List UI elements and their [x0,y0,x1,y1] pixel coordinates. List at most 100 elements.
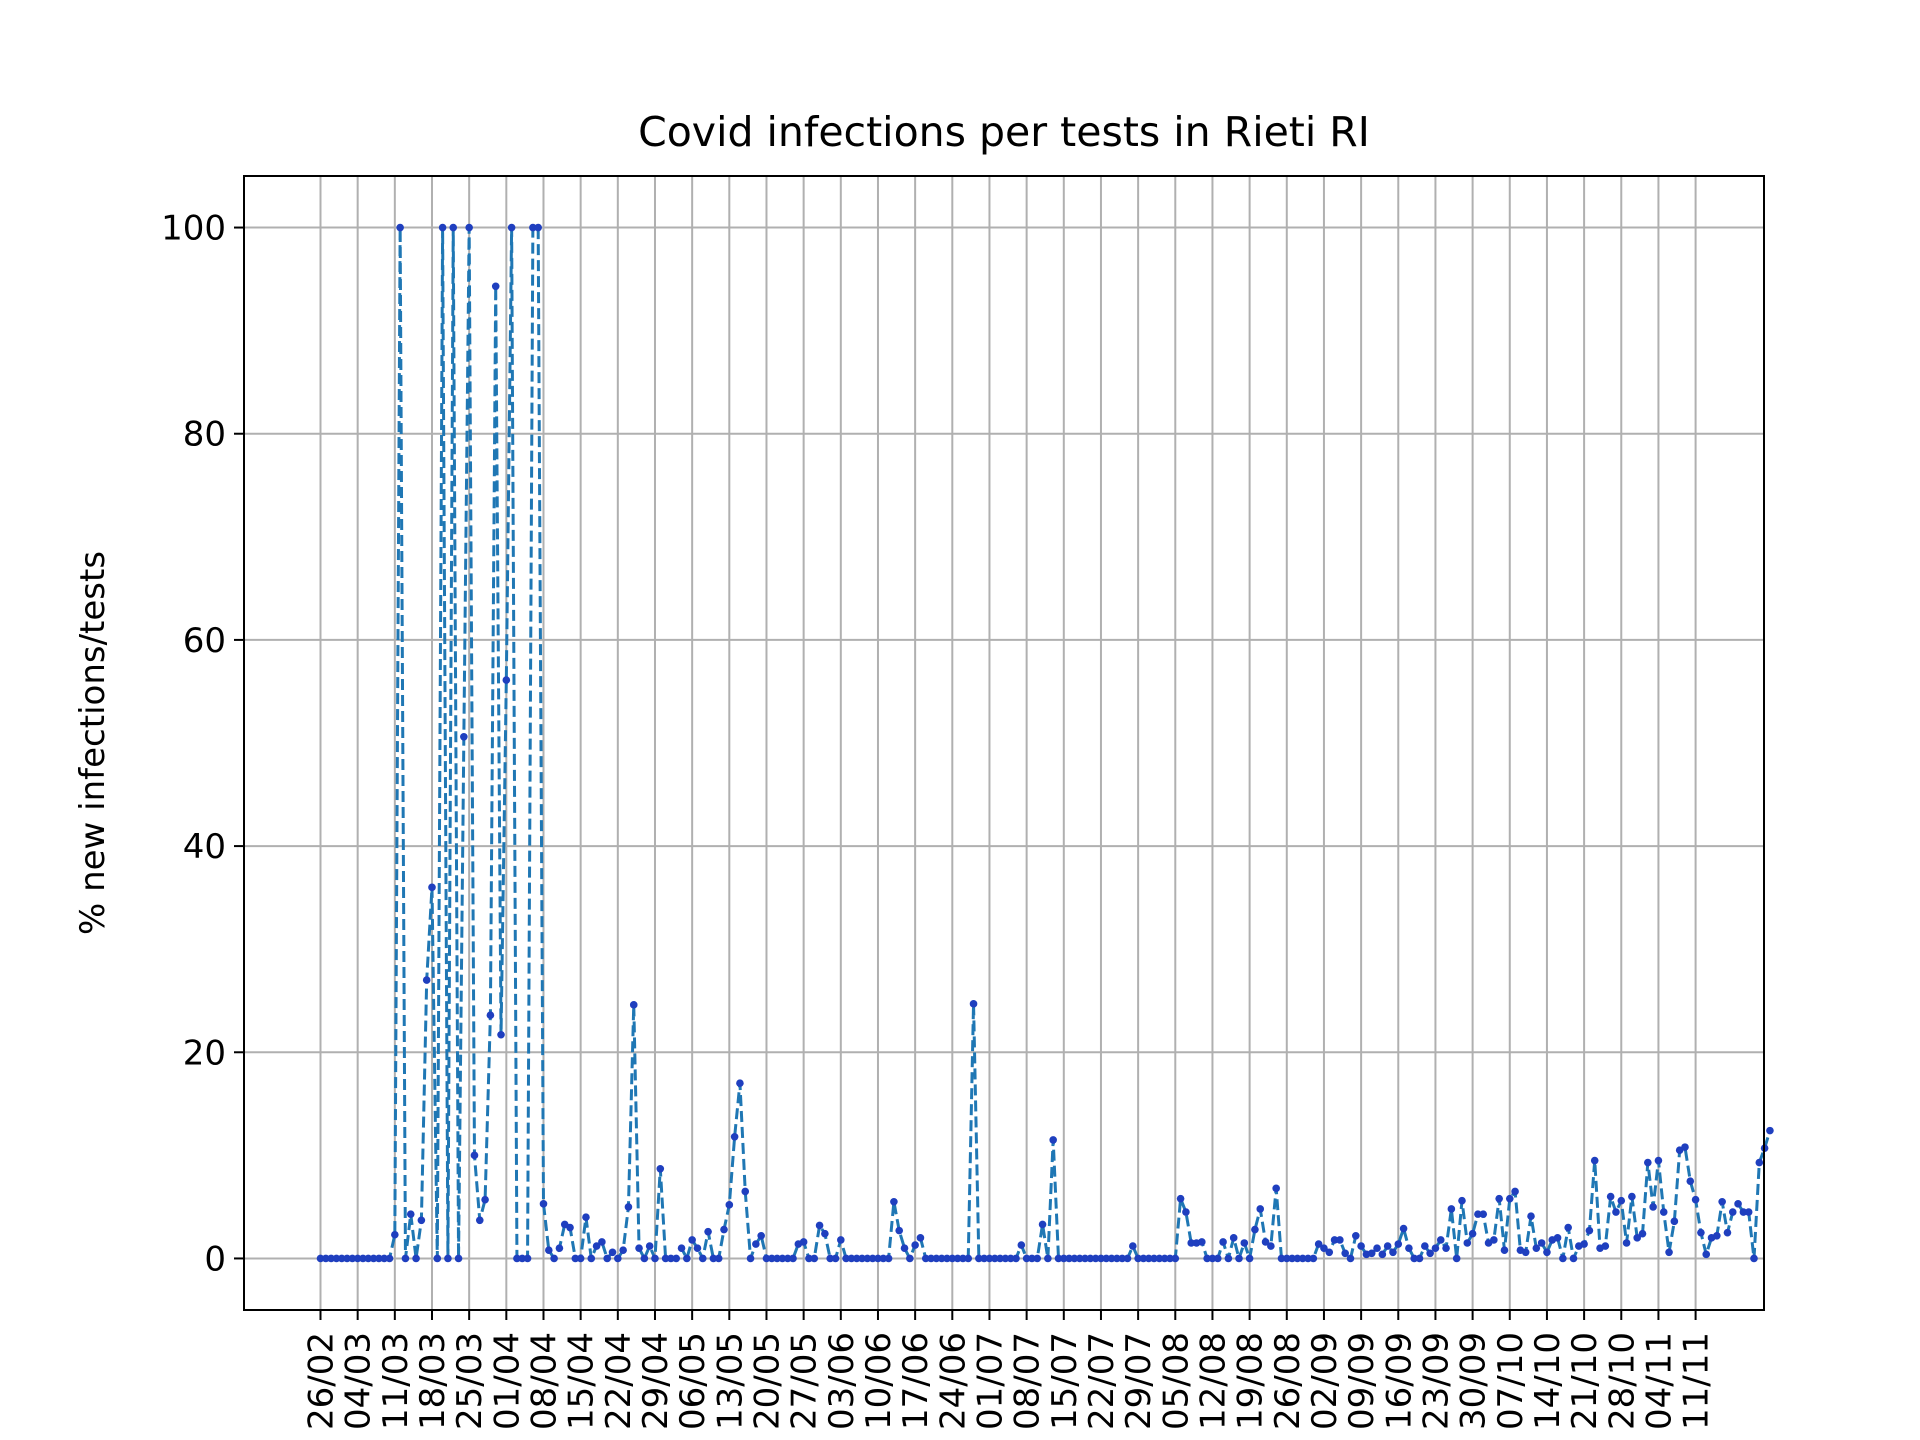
y-tick-label: 20 [183,1033,226,1073]
data-point [906,1254,914,1263]
x-tick-label: 15/07 [1045,1332,1085,1430]
data-point [704,1227,712,1236]
data-point [1166,1254,1174,1263]
data-point [1022,1254,1031,1263]
data-point [953,1254,962,1263]
data-point [1240,1239,1249,1247]
data-point [1330,1236,1339,1244]
data-point [428,883,436,892]
data-point [884,1254,893,1263]
data-point [1378,1250,1387,1259]
data-point [1267,1242,1275,1250]
data-point [1511,1187,1519,1196]
data-point [1341,1249,1349,1258]
data-point [1336,1236,1344,1244]
data-point [821,1229,829,1238]
data-point [1521,1248,1530,1257]
data-point [1505,1194,1514,1203]
data-point [890,1197,898,1206]
data-point [343,1254,351,1263]
data-point [1298,1254,1307,1263]
data-point [1224,1254,1233,1263]
data-point [767,1254,776,1263]
data-point [1713,1231,1721,1240]
data-point [359,1254,367,1263]
data-point [672,1254,681,1263]
data-point [969,1000,978,1008]
data-point [1426,1249,1434,1258]
x-tick-label: 22/04 [599,1332,639,1430]
data-point [1097,1254,1105,1263]
data-point [1431,1244,1440,1252]
data-point [683,1254,691,1263]
data-point [826,1254,834,1263]
data-point [1277,1254,1286,1263]
data-point [1033,1254,1042,1263]
data-point [1415,1254,1424,1263]
data-point [513,1254,521,1263]
data-point [1442,1244,1450,1252]
x-tick-label: 28/10 [1602,1332,1642,1430]
data-point [916,1234,925,1242]
data-point [815,1221,824,1230]
data-point [1213,1254,1222,1263]
data-point [322,1254,330,1263]
data-point [486,1011,495,1019]
data-point [1187,1239,1196,1247]
data-point [1282,1254,1291,1263]
data-point [316,1254,325,1263]
x-tick-label: 01/04 [487,1332,527,1430]
data-point [1054,1254,1063,1263]
series-layer [316,223,1774,1263]
x-tick-label: 15/04 [562,1332,602,1430]
data-point [364,1254,373,1263]
data-point [667,1254,675,1263]
data-point [523,1254,532,1263]
data-point [1691,1195,1700,1204]
data-point [736,1079,744,1087]
data-point [1235,1254,1243,1263]
data-point [852,1254,861,1263]
data-point [1065,1254,1073,1263]
data-point [985,1254,994,1263]
data-point [619,1246,627,1255]
data-point [1075,1254,1084,1263]
data-point [507,223,516,232]
data-point [1160,1254,1169,1263]
data-point [1702,1250,1711,1259]
data-point [1176,1194,1185,1203]
data-point [1681,1143,1689,1151]
data-point [1060,1254,1068,1263]
data-point [1219,1238,1227,1246]
data-point [1086,1254,1095,1263]
data-point [725,1201,734,1209]
data-point [1659,1208,1668,1216]
data-point [555,1244,564,1252]
data-point [1017,1241,1026,1249]
data-point [863,1254,872,1263]
data-point [1182,1208,1190,1216]
data-point [1622,1239,1631,1247]
data-point [709,1254,718,1263]
x-tick-label: 17/06 [896,1332,936,1430]
data-point [1150,1254,1158,1263]
data-point [608,1248,617,1257]
data-point [497,1030,505,1039]
data-point [1102,1254,1111,1263]
data-point [332,1254,341,1263]
data-point [831,1254,840,1263]
data-point [900,1244,909,1252]
data-point [1633,1234,1641,1242]
data-point [1288,1254,1296,1263]
data-point [518,1254,527,1263]
data-point [757,1231,765,1240]
x-tick-label: 14/10 [1528,1332,1568,1430]
data-point [449,223,458,232]
data-point [592,1242,601,1250]
x-tick-label: 27/05 [785,1332,825,1430]
data-point [598,1238,606,1246]
data-point [348,1254,357,1263]
data-point [576,1254,585,1263]
data-point [1617,1196,1626,1205]
data-point [1585,1226,1594,1235]
